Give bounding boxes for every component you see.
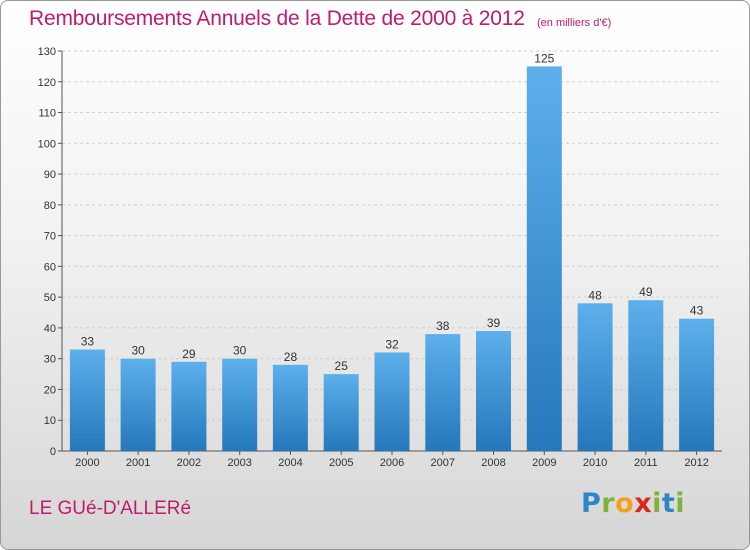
bar <box>323 374 359 451</box>
bar-value-label: 38 <box>436 319 450 333</box>
y-tick-label: 100 <box>38 138 56 150</box>
y-tick-label: 70 <box>44 231 56 243</box>
logo-letter: P <box>581 488 602 519</box>
bar <box>628 300 664 451</box>
y-tick-label: 30 <box>44 354 56 366</box>
x-tick-label: 2003 <box>227 457 251 469</box>
bar-value-label: 33 <box>81 334 95 348</box>
x-tick-label: 2004 <box>278 457 302 469</box>
y-tick-label: 90 <box>44 169 56 181</box>
commune-name: LE GUé-D'ALLERé <box>29 498 192 519</box>
bar <box>222 358 258 451</box>
x-tick-label: 2011 <box>634 457 658 469</box>
bar <box>171 361 207 451</box>
y-tick-label: 130 <box>38 46 56 58</box>
y-tick-label: 50 <box>44 292 56 304</box>
y-tick-label: 20 <box>44 384 56 396</box>
x-tick-label: 2009 <box>532 457 556 469</box>
x-tick-label: 2007 <box>431 457 455 469</box>
y-tick-label: 110 <box>38 108 56 120</box>
bar-value-label: 43 <box>690 304 704 318</box>
x-tick-label: 2005 <box>329 457 353 469</box>
bar-value-label: 29 <box>182 347 196 361</box>
bar-value-label: 25 <box>335 359 349 373</box>
bar-value-label: 28 <box>284 350 298 364</box>
y-tick-label: 40 <box>44 323 56 335</box>
bar <box>577 303 613 451</box>
y-tick-label: 60 <box>44 261 56 273</box>
x-tick-label: 2000 <box>75 457 99 469</box>
logo-letter: o <box>615 488 635 519</box>
logo-letter: x <box>634 488 653 519</box>
bar <box>526 66 562 452</box>
bar <box>374 352 410 451</box>
chart-subtitle: (en milliers d'€) <box>537 17 612 29</box>
chart-title: Remboursements Annuels de la Dette de 20… <box>29 7 525 30</box>
x-tick-label: 2010 <box>583 457 607 469</box>
logo-letter: t <box>661 488 676 519</box>
x-tick-label: 2002 <box>177 457 201 469</box>
bar <box>679 318 715 451</box>
bar <box>476 331 511 451</box>
bar-value-label: 49 <box>639 285 653 299</box>
bar-value-label: 30 <box>233 344 247 358</box>
bar-value-label: 48 <box>588 288 602 302</box>
logo-letter: i <box>675 488 686 519</box>
x-tick-label: 2001 <box>126 457 150 469</box>
x-tick-label: 2008 <box>481 457 505 469</box>
y-tick-label: 10 <box>44 415 56 427</box>
bar <box>69 349 105 451</box>
x-tick-label: 2006 <box>380 457 404 469</box>
y-tick-label: 120 <box>38 77 56 89</box>
bar <box>272 364 308 451</box>
bar-value-label: 125 <box>534 51 554 65</box>
logo-letter: i <box>652 488 662 519</box>
bar-value-label: 30 <box>131 344 145 358</box>
logo-letter: r <box>601 488 616 519</box>
x-tick-label: 2012 <box>684 457 708 469</box>
bar-value-label: 39 <box>487 316 501 330</box>
y-tick-label: 80 <box>44 200 56 212</box>
proxiti-logo[interactable]: Proxiti <box>581 488 685 519</box>
bar <box>425 334 461 451</box>
bar-value-label: 32 <box>385 338 399 352</box>
bar <box>120 358 156 451</box>
y-tick-label: 0 <box>50 446 56 458</box>
